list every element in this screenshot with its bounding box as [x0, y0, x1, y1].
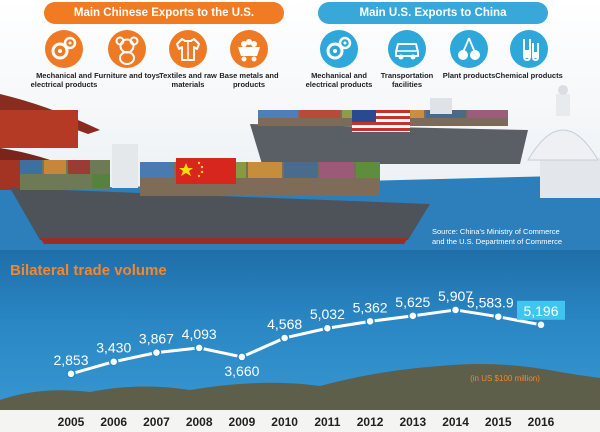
source-line-2: and the U.S. Department of Commerce [432, 237, 563, 246]
test-tubes-icon [510, 30, 548, 68]
us-cargo-ship [250, 98, 528, 164]
us-export-plant: Plant products [434, 30, 504, 80]
data-point [151, 347, 162, 358]
data-label: 5,032 [310, 306, 345, 322]
unit-note: (in US $100 million) [470, 374, 540, 383]
china-export-label: Furniture and toys [94, 71, 160, 80]
us-export-label: Transportation facilities [380, 71, 434, 89]
teddy-bear-icon [108, 30, 146, 68]
us-export-mechanical: Mechanical and electrical products [304, 30, 374, 89]
us-export-label: Chemical products [495, 71, 563, 80]
trade-volume-chart: (in US $100 million) 2,853 2005 3,430 2006 3… [0, 288, 600, 432]
data-label: 5,362 [353, 299, 388, 315]
china-export-metals: Base metals and products [214, 30, 284, 89]
china-export-label: Mechanical and electrical products [30, 71, 98, 89]
us-export-label: Mechanical and electrical products [305, 71, 373, 89]
china-flag-icon [176, 158, 236, 184]
data-point [536, 320, 546, 330]
data-label: 3,867 [139, 331, 174, 347]
data-label: 3,430 [96, 340, 131, 356]
data-point [237, 352, 247, 362]
data-label: 5,583.9 [467, 295, 514, 311]
data-point [408, 311, 418, 321]
capitol-dome-icon [527, 85, 600, 198]
year-strip [0, 410, 600, 432]
chart-title: Bilateral trade volume [10, 262, 167, 279]
ore-cart-icon [230, 30, 268, 68]
trade-volume-line [70, 308, 542, 376]
data-point [365, 316, 375, 327]
data-label: 5,907 [438, 288, 473, 304]
x-tick-label: 2008 [186, 415, 213, 429]
x-tick-label: 2016 [528, 415, 555, 429]
china-export-label: Textiles and raw materials [159, 71, 217, 89]
x-tick-label: 2005 [58, 415, 85, 429]
x-tick-label: 2014 [442, 415, 469, 429]
china-export-label: Base metals and products [219, 71, 279, 89]
shirt-icon [169, 30, 207, 68]
data-label: 4,568 [267, 316, 302, 332]
data-point [322, 323, 333, 333]
highlight-label-box [517, 300, 565, 320]
x-tick-label: 2013 [399, 415, 426, 429]
us-export-chemical: Chemical products [494, 30, 564, 80]
data-label: 3,660 [224, 363, 259, 379]
china-export-furniture: Furniture and toys [92, 30, 162, 80]
data-label: 5,196 [523, 303, 558, 319]
data-point [279, 333, 290, 343]
us-exports-title: Main U.S. Exports to China [318, 2, 548, 24]
gears-icon [45, 30, 83, 68]
x-tick-label: 2010 [271, 415, 298, 429]
us-export-label: Plant products [442, 71, 496, 80]
x-tick-label: 2007 [143, 415, 170, 429]
data-point [108, 356, 119, 367]
cargo-ships-illustration [0, 85, 600, 260]
gears-icon [320, 30, 358, 68]
data-label: 4,093 [182, 326, 217, 342]
data-point [66, 369, 76, 379]
car-icon [388, 30, 426, 68]
china-export-textiles: Textiles and raw materials [153, 30, 223, 89]
china-export-mechanical: Mechanical and electrical products [29, 30, 99, 89]
x-tick-label: 2011 [314, 415, 340, 429]
x-tick-label: 2012 [357, 415, 384, 429]
china-exports-title: Main Chinese Exports to the U.S. [44, 2, 284, 24]
china-cargo-ship [10, 144, 430, 244]
data-label: 2,853 [53, 352, 88, 368]
data-point [493, 311, 504, 322]
us-flag-icon [352, 110, 410, 132]
data-point [450, 305, 461, 315]
source-line-1: Source: China's Ministry of Commerce [432, 227, 560, 236]
data-label: 5,625 [395, 294, 430, 310]
x-tick-label: 2015 [485, 415, 512, 429]
x-tick-label: 2009 [229, 415, 256, 429]
data-point [194, 343, 204, 353]
cherries-icon [450, 30, 488, 68]
x-tick-label: 2006 [100, 415, 127, 429]
source-note: Source: China's Ministry of Commerce and… [432, 227, 562, 247]
us-export-transport: Transportation facilities [372, 30, 442, 89]
